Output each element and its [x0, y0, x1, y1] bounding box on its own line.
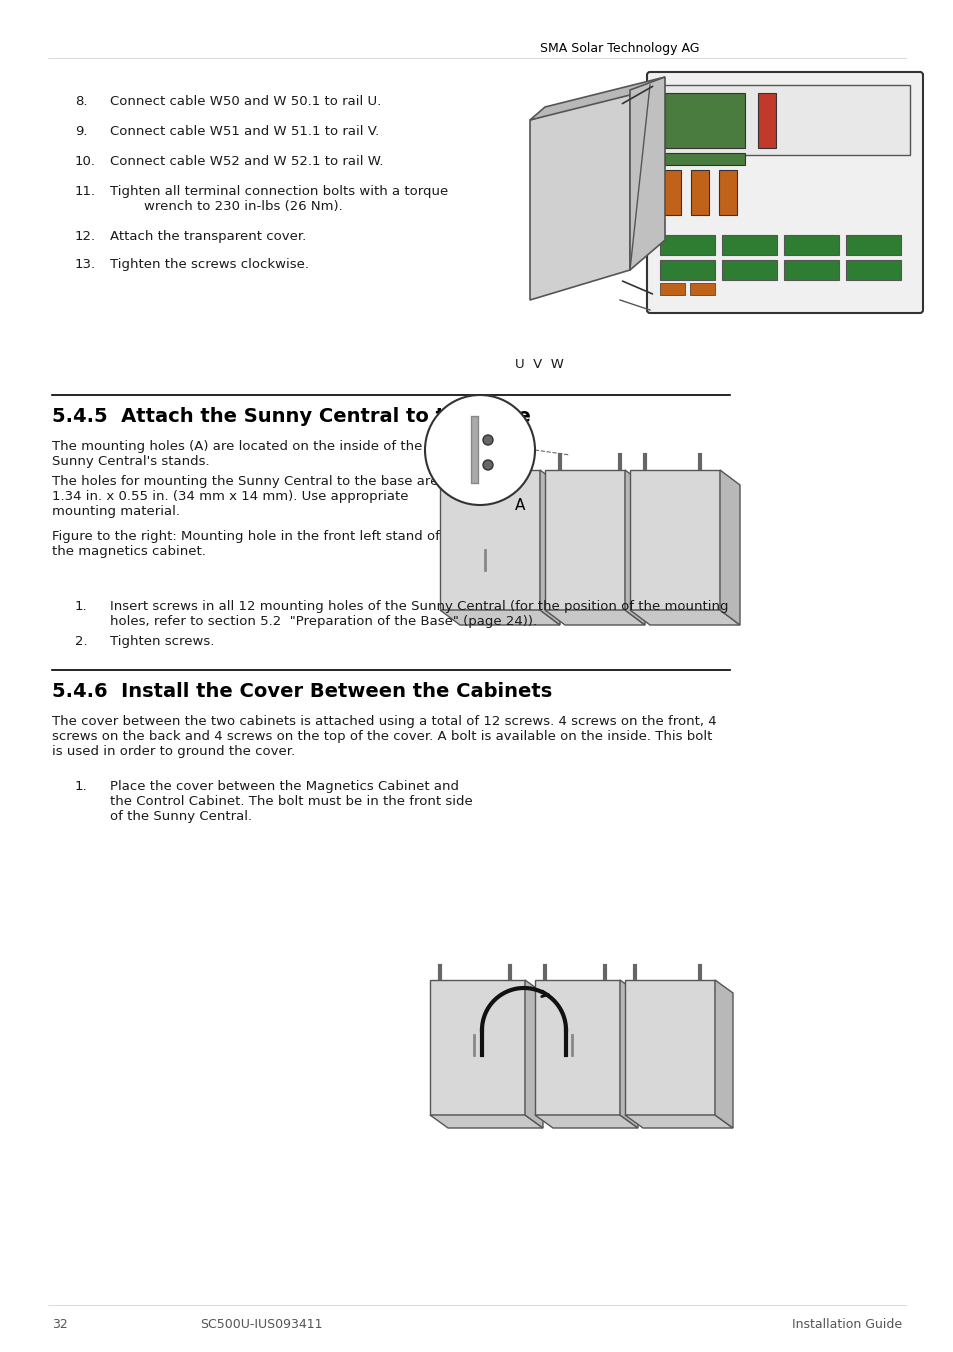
- Circle shape: [424, 395, 535, 506]
- Bar: [664, 153, 744, 165]
- Text: U  V  W: U V W: [515, 358, 563, 370]
- Polygon shape: [629, 470, 720, 610]
- Text: 12.: 12.: [75, 230, 96, 243]
- Polygon shape: [535, 980, 619, 1115]
- Polygon shape: [530, 91, 629, 300]
- Bar: [659, 283, 684, 295]
- Text: Figure to the right: Mounting hole in the front left stand of
the magnetics cabi: Figure to the right: Mounting hole in th…: [52, 530, 439, 558]
- Polygon shape: [624, 980, 714, 1115]
- Text: The mounting holes (A) are located on the inside of the
Sunny Central's stands.: The mounting holes (A) are located on th…: [52, 439, 422, 468]
- Polygon shape: [714, 980, 732, 1128]
- Text: The holes for mounting the Sunny Central to the base are
1.34 in. x 0.55 in. (34: The holes for mounting the Sunny Central…: [52, 475, 438, 518]
- Text: 10.: 10.: [75, 155, 96, 168]
- Text: 5.4.5  Attach the Sunny Central to the base: 5.4.5 Attach the Sunny Central to the ba…: [52, 407, 530, 426]
- Bar: [689, 283, 714, 295]
- Polygon shape: [624, 470, 644, 625]
- Text: 1.: 1.: [75, 780, 88, 794]
- Text: 32: 32: [52, 1318, 68, 1330]
- Text: Connect cable W51 and W 51.1 to rail V.: Connect cable W51 and W 51.1 to rail V.: [110, 124, 379, 138]
- Text: Tighten screws.: Tighten screws.: [110, 635, 214, 648]
- Polygon shape: [629, 77, 664, 270]
- Text: Attach the transparent cover.: Attach the transparent cover.: [110, 230, 306, 243]
- Polygon shape: [524, 980, 542, 1128]
- Bar: [662, 170, 680, 215]
- Bar: [783, 260, 838, 280]
- Text: 13.: 13.: [75, 258, 96, 270]
- Polygon shape: [629, 610, 740, 625]
- Text: Connect cable W50 and W 50.1 to rail U.: Connect cable W50 and W 50.1 to rail U.: [110, 95, 381, 108]
- Text: A: A: [515, 498, 525, 512]
- Polygon shape: [544, 610, 644, 625]
- Text: 5.4.6  Install the Cover Between the Cabinets: 5.4.6 Install the Cover Between the Cabi…: [52, 681, 552, 700]
- Text: Tighten all terminal connection bolts with a torque
        wrench to 230 in-lbs: Tighten all terminal connection bolts wi…: [110, 185, 448, 214]
- Bar: [845, 235, 900, 256]
- Text: 9.: 9.: [75, 124, 88, 138]
- Bar: [690, 170, 708, 215]
- Polygon shape: [619, 980, 638, 1128]
- Bar: [758, 93, 775, 147]
- Text: Installation Guide: Installation Guide: [791, 1318, 901, 1330]
- Polygon shape: [430, 1115, 542, 1128]
- Polygon shape: [624, 1115, 732, 1128]
- Polygon shape: [544, 470, 624, 610]
- Text: Tighten the screws clockwise.: Tighten the screws clockwise.: [110, 258, 309, 270]
- Bar: [664, 93, 744, 147]
- Bar: [659, 85, 909, 155]
- Polygon shape: [430, 980, 524, 1115]
- Circle shape: [482, 435, 493, 445]
- Bar: [783, 235, 838, 256]
- Circle shape: [482, 460, 493, 470]
- Bar: [719, 170, 737, 215]
- Text: 8.: 8.: [75, 95, 88, 108]
- Polygon shape: [439, 470, 539, 610]
- Text: 2.: 2.: [75, 635, 88, 648]
- Polygon shape: [530, 77, 664, 120]
- Polygon shape: [439, 610, 559, 625]
- Text: Insert screws in all 12 mounting holes of the Sunny Central (for the position of: Insert screws in all 12 mounting holes o…: [110, 600, 728, 627]
- Text: The cover between the two cabinets is attached using a total of 12 screws. 4 scr: The cover between the two cabinets is at…: [52, 715, 716, 758]
- Polygon shape: [720, 470, 740, 625]
- Polygon shape: [535, 1115, 638, 1128]
- Text: SC500U-IUS093411: SC500U-IUS093411: [200, 1318, 322, 1330]
- Polygon shape: [539, 470, 559, 625]
- Text: Place the cover between the Magnetics Cabinet and
the Control Cabinet. The bolt : Place the cover between the Magnetics Ca…: [110, 780, 473, 823]
- Bar: [659, 260, 714, 280]
- Bar: [845, 260, 900, 280]
- Bar: [721, 260, 776, 280]
- Text: SMA Solar Technology AG: SMA Solar Technology AG: [540, 42, 700, 55]
- Bar: [721, 235, 776, 256]
- Bar: [659, 235, 714, 256]
- Text: 11.: 11.: [75, 185, 96, 197]
- FancyBboxPatch shape: [646, 72, 923, 314]
- Text: 1.: 1.: [75, 600, 88, 612]
- Text: Connect cable W52 and W 52.1 to rail W.: Connect cable W52 and W 52.1 to rail W.: [110, 155, 383, 168]
